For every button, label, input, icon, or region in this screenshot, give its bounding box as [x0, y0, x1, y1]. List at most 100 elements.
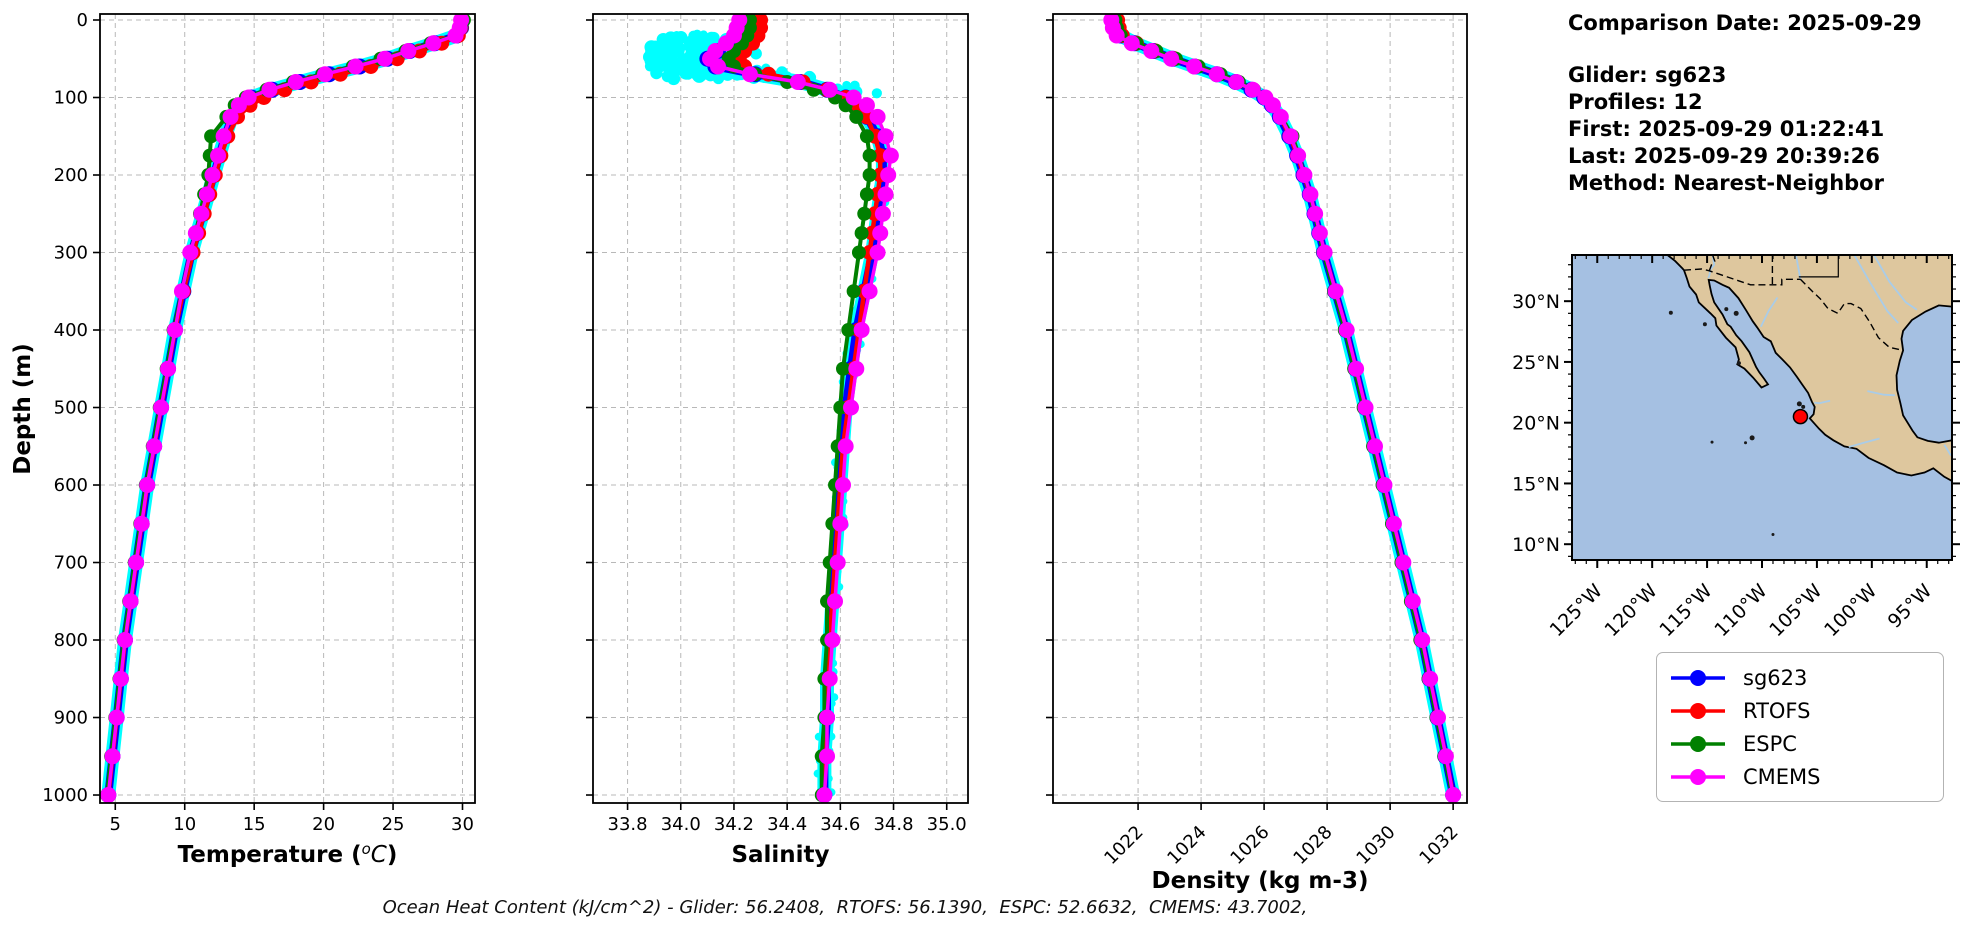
x-tick-label: 33.8 [608, 814, 648, 835]
x-axis-label: Salinity [731, 842, 829, 868]
island [1710, 440, 1714, 444]
glider-location-marker [1792, 408, 1809, 425]
x-tick-label: 10 [173, 814, 196, 835]
x-tick-label: 5 [110, 814, 121, 835]
legend-label: ESPC [1743, 731, 1797, 756]
river [1760, 297, 1779, 328]
salinity-profile-chart: 33.8 34.0 34.2 34.4 34.6 34.8 35.0 Salinity [586, 13, 969, 868]
island [1736, 361, 1741, 366]
series-line-CMEMS [1109, 18, 1455, 797]
map-lon-tick-label: 110°W [1710, 580, 1771, 641]
island [1724, 307, 1729, 312]
map-lat-tick-label: 15°N [1512, 473, 1560, 495]
x-tick-label: 30 [451, 814, 474, 835]
y-tick-label: 0 [77, 10, 88, 31]
y-tick-label: 1000 [42, 785, 88, 806]
island [1744, 441, 1748, 445]
legend-line-marker-icon [1671, 768, 1725, 785]
density-series-area [1103, 14, 1462, 803]
temperature-series-area [100, 14, 471, 803]
state-border [1798, 255, 1839, 278]
y-tick-label: 200 [54, 165, 88, 186]
profiles-count-text: Profiles: 12 [1568, 90, 1703, 114]
legend-item-espc: ESPC [1669, 727, 1931, 760]
x-tick-label: 34.2 [714, 814, 754, 835]
legend-item-cmems: CMEMS [1669, 760, 1931, 793]
country-border [1683, 268, 1801, 286]
legend-item-sg623: sg623 [1669, 661, 1931, 694]
ocean-heat-content-text: Ocean Heat Content (kJ/cm^2) - Glider: 5… [382, 897, 1308, 918]
map-lat-tick-label: 20°N [1512, 413, 1560, 435]
legend-label: RTOFS [1743, 698, 1811, 723]
legend-label: CMEMS [1743, 764, 1821, 789]
x-tick-label: 35.0 [927, 814, 967, 835]
x-tick-label: 34.8 [873, 814, 913, 835]
y-tick-label: 600 [54, 475, 88, 496]
x-tick-label: 1030 [1352, 822, 1399, 869]
x-axis-label: Temperature (oC) [178, 840, 398, 868]
country-border [1799, 278, 1904, 352]
river [1848, 437, 1880, 448]
map-lon-tick-label: 95°W [1884, 580, 1937, 633]
x-tick-label: 1032 [1415, 822, 1462, 869]
info-panel: Comparison Date: 2025-09-29 Glider: sg62… [1568, 10, 1922, 197]
island [1668, 310, 1673, 315]
glider-name-text: Glider: sg623 [1568, 63, 1727, 87]
island [1702, 322, 1707, 327]
density-profile-chart: 1022 1024 1026 1028 1030 1032 Density (kg m-3) [1046, 13, 1468, 894]
map-lat-tick-label: 25°N [1512, 352, 1560, 374]
location-map: 30°N 25°N 20°N 15°N 10°N 125°W120°W115°W110°W… [1512, 254, 1960, 641]
map-lon-tick-label: 100°W [1820, 580, 1881, 641]
salinity-series-area [642, 14, 899, 803]
map-lon-tick-label: 105°W [1765, 580, 1826, 641]
river [1867, 390, 1895, 397]
river [1853, 255, 1899, 324]
river [1795, 255, 1802, 280]
x-tick-label: 1028 [1289, 822, 1336, 869]
series-line-CMEMS [106, 18, 463, 797]
river [1943, 444, 1952, 456]
comparison-date-text: Comparison Date: 2025-09-29 [1568, 11, 1922, 35]
island [1796, 401, 1802, 407]
first-profile-time-text: First: 2025-09-29 01:22:41 [1568, 117, 1885, 141]
x-tick-label: 1024 [1163, 822, 1210, 869]
x-axis-label: Density (kg m-3) [1152, 868, 1369, 894]
legend-box: sg623 RTOFS ESPC CMEMS [1656, 652, 1944, 802]
y-tick-label: 900 [54, 708, 88, 729]
legend-line-marker-icon [1671, 669, 1725, 686]
x-tick-label: 15 [243, 814, 266, 835]
x-tick-label: 25 [382, 814, 405, 835]
last-profile-time-text: Last: 2025-09-29 20:39:26 [1568, 144, 1880, 168]
method-text: Method: Nearest-Neighbor [1568, 171, 1884, 195]
river [1814, 399, 1831, 405]
legend-line-marker-icon [1671, 702, 1725, 719]
island [1771, 532, 1775, 536]
legend-line-marker-icon [1671, 735, 1725, 752]
y-tick-label: 100 [54, 88, 88, 109]
country-border [1708, 255, 1716, 272]
x-tick-label: 20 [312, 814, 335, 835]
map-lon-tick-label: 115°W [1655, 580, 1716, 641]
island [1749, 435, 1755, 441]
x-tick-label: 1026 [1226, 822, 1273, 869]
spacer [1568, 37, 1922, 62]
x-tick-label: 34.0 [661, 814, 701, 835]
island [1733, 310, 1739, 316]
x-tick-label: 34.6 [820, 814, 860, 835]
x-tick-label: 34.4 [767, 814, 807, 835]
y-axis-label: Depth (m) [10, 343, 36, 475]
map-lon-tick-label: 120°W [1601, 580, 1662, 641]
legend-label: sg623 [1743, 665, 1808, 690]
temperature-profile-chart: 5 10 15 20 25 3001002003004005006007008009001… [10, 10, 476, 868]
y-tick-label: 800 [54, 630, 88, 651]
island [1801, 404, 1806, 409]
x-tick-label: 1022 [1100, 822, 1147, 869]
y-tick-label: 300 [54, 243, 88, 264]
river [1873, 255, 1918, 311]
map-lon-tick-label: 125°W [1546, 580, 1607, 641]
y-tick-label: 400 [54, 320, 88, 341]
map-lat-tick-label: 10°N [1512, 534, 1560, 556]
y-tick-label: 500 [54, 398, 88, 419]
